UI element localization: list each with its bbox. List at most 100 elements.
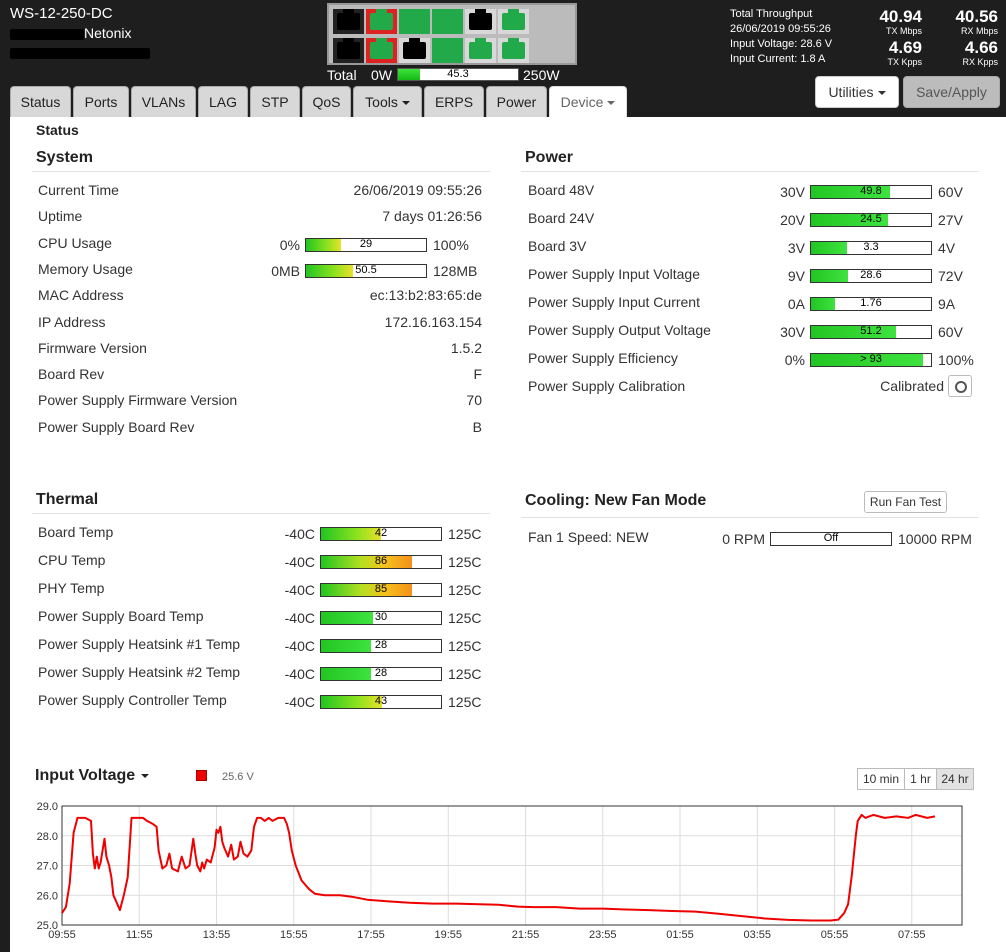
system-row-value: 70 bbox=[466, 392, 482, 409]
tab-device[interactable]: Device bbox=[549, 86, 627, 117]
thermal-row-fill bbox=[321, 668, 372, 680]
power-max: 250W bbox=[523, 67, 560, 83]
fan-speed-min: 0 RPM bbox=[722, 531, 765, 547]
range-10min-button[interactable]: 10 min bbox=[857, 768, 905, 790]
range-1hr-button[interactable]: 1 hr bbox=[904, 768, 937, 790]
device-location: Netonix bbox=[10, 25, 131, 41]
power-row-value: 28.6 bbox=[860, 269, 882, 281]
tx-mbps-unit: TX Mbps bbox=[885, 26, 922, 36]
thermal-row-min: -40C bbox=[284, 526, 315, 542]
system-row-fill bbox=[306, 238, 341, 251]
power-row-bar: > 93 bbox=[810, 353, 932, 367]
power-row-label: Power Supply Input Current bbox=[528, 294, 700, 310]
x-tick-label: 15:55 bbox=[280, 929, 308, 941]
tab-lag[interactable]: LAG bbox=[198, 86, 248, 117]
ethernet-port-icon bbox=[370, 38, 393, 59]
save-apply-button[interactable]: Save/Apply bbox=[903, 76, 1000, 108]
port-11-icon[interactable] bbox=[465, 38, 496, 63]
thermal-row-value: 43 bbox=[374, 695, 388, 707]
thermal-row-label: Power Supply Board Temp bbox=[38, 608, 204, 624]
tab-ports[interactable]: Ports bbox=[73, 86, 129, 117]
y-tick-label: 28.0 bbox=[37, 831, 58, 843]
thermal-row-min: -40C bbox=[284, 554, 315, 570]
tab-erps[interactable]: ERPS bbox=[424, 86, 484, 117]
power-row-bar: 49.8 bbox=[810, 185, 932, 199]
port-8-icon[interactable] bbox=[366, 38, 397, 63]
system-row-value: F bbox=[473, 366, 482, 383]
system-row-label: MAC Address bbox=[38, 287, 124, 304]
power-row-min: 0% bbox=[784, 352, 805, 368]
system-row-value: 7 days 01:26:56 bbox=[382, 208, 482, 225]
ethernet-port-icon bbox=[502, 9, 525, 30]
rx-mbps-unit: RX Mbps bbox=[960, 26, 998, 36]
power-row-max: 100% bbox=[938, 352, 974, 368]
x-tick-label: 03:55 bbox=[744, 929, 772, 941]
run-fan-test-button[interactable]: Run Fan Test bbox=[864, 491, 947, 513]
system-row-label: Power Supply Board Rev bbox=[38, 418, 195, 435]
tab-power[interactable]: Power bbox=[486, 86, 547, 117]
power-row-bar: 28.6 bbox=[810, 269, 932, 283]
power-row-fill bbox=[811, 186, 891, 198]
thermal-row-label: CPU Temp bbox=[38, 552, 106, 568]
cooling-section-title: Cooling: New Fan Mode bbox=[525, 492, 707, 509]
port-6-icon[interactable] bbox=[498, 9, 529, 34]
x-tick-label: 21:55 bbox=[512, 929, 540, 941]
redacted-text bbox=[10, 47, 150, 59]
thermal-row-bar: 43 bbox=[320, 695, 442, 709]
x-tick-label: 05:55 bbox=[821, 929, 849, 941]
redacted-text bbox=[10, 28, 84, 40]
tab-stp[interactable]: STP bbox=[250, 86, 300, 117]
thermal-section-title: Thermal bbox=[36, 491, 99, 508]
power-row-label: Power Supply Efficiency bbox=[528, 350, 678, 366]
thermal-row-value: 28 bbox=[374, 667, 388, 679]
chart-title[interactable]: Input Voltage bbox=[35, 767, 150, 785]
chevron-down-icon bbox=[141, 773, 150, 778]
port-12-icon[interactable] bbox=[498, 38, 529, 63]
system-row-value: 1.5.2 bbox=[450, 339, 482, 356]
rx-kpps-unit: RX Kpps bbox=[962, 57, 998, 67]
power-row-value: 49.8 bbox=[860, 185, 882, 197]
tab-status[interactable]: Status bbox=[10, 86, 71, 117]
power-total-label: Total bbox=[327, 67, 357, 83]
range-24hr-button[interactable]: 24 hr bbox=[936, 768, 974, 790]
port-3-icon[interactable] bbox=[399, 9, 430, 34]
divider bbox=[32, 171, 490, 172]
plot-border bbox=[61, 805, 963, 926]
divider bbox=[32, 513, 490, 514]
thermal-row-value: 85 bbox=[374, 583, 388, 595]
system-row-label: Uptime bbox=[38, 208, 83, 225]
thermal-row-value: 28 bbox=[374, 639, 388, 651]
x-tick-label: 23:55 bbox=[589, 929, 617, 941]
port-9-icon[interactable] bbox=[399, 38, 430, 63]
port-1-icon[interactable] bbox=[333, 9, 364, 34]
power-total-bar: 45.3 bbox=[397, 68, 519, 81]
system-row-label: IP Address bbox=[38, 313, 106, 330]
calibrate-icon[interactable] bbox=[948, 375, 972, 397]
tab-tools[interactable]: Tools bbox=[353, 86, 422, 117]
tab-vlans[interactable]: VLANs bbox=[131, 86, 196, 117]
power-min: 0W bbox=[371, 67, 392, 83]
utilities-button[interactable]: Utilities bbox=[815, 76, 899, 108]
system-row-max: 128MB bbox=[433, 262, 478, 279]
port-7-icon[interactable] bbox=[333, 38, 364, 63]
thermal-row-max: 125C bbox=[448, 554, 482, 570]
power-row-bar: 1.76 bbox=[810, 297, 932, 311]
power-row-bar: 51.2 bbox=[810, 325, 932, 339]
thermal-row-max: 125C bbox=[448, 638, 482, 654]
throughput-title: Total Throughput bbox=[730, 8, 813, 20]
thermal-row-min: -40C bbox=[284, 610, 315, 626]
port-2-icon[interactable] bbox=[366, 9, 397, 34]
port-10-icon[interactable] bbox=[432, 38, 463, 63]
y-tick-label: 26.0 bbox=[37, 890, 58, 902]
x-tick-label: 01:55 bbox=[666, 929, 694, 941]
port-5-icon[interactable] bbox=[465, 9, 496, 34]
x-tick-label: 19:55 bbox=[435, 929, 463, 941]
system-row-label: CPU Usage bbox=[38, 234, 112, 251]
thermal-row-max: 125C bbox=[448, 694, 482, 710]
port-4-icon[interactable] bbox=[432, 9, 463, 34]
tab-qos[interactable]: QoS bbox=[302, 86, 351, 117]
power-row-max: 60V bbox=[938, 324, 963, 340]
chevron-down-icon bbox=[401, 101, 410, 106]
device-vendor: Netonix bbox=[84, 25, 132, 41]
rx-kpps-value: 4.66 bbox=[964, 38, 998, 57]
